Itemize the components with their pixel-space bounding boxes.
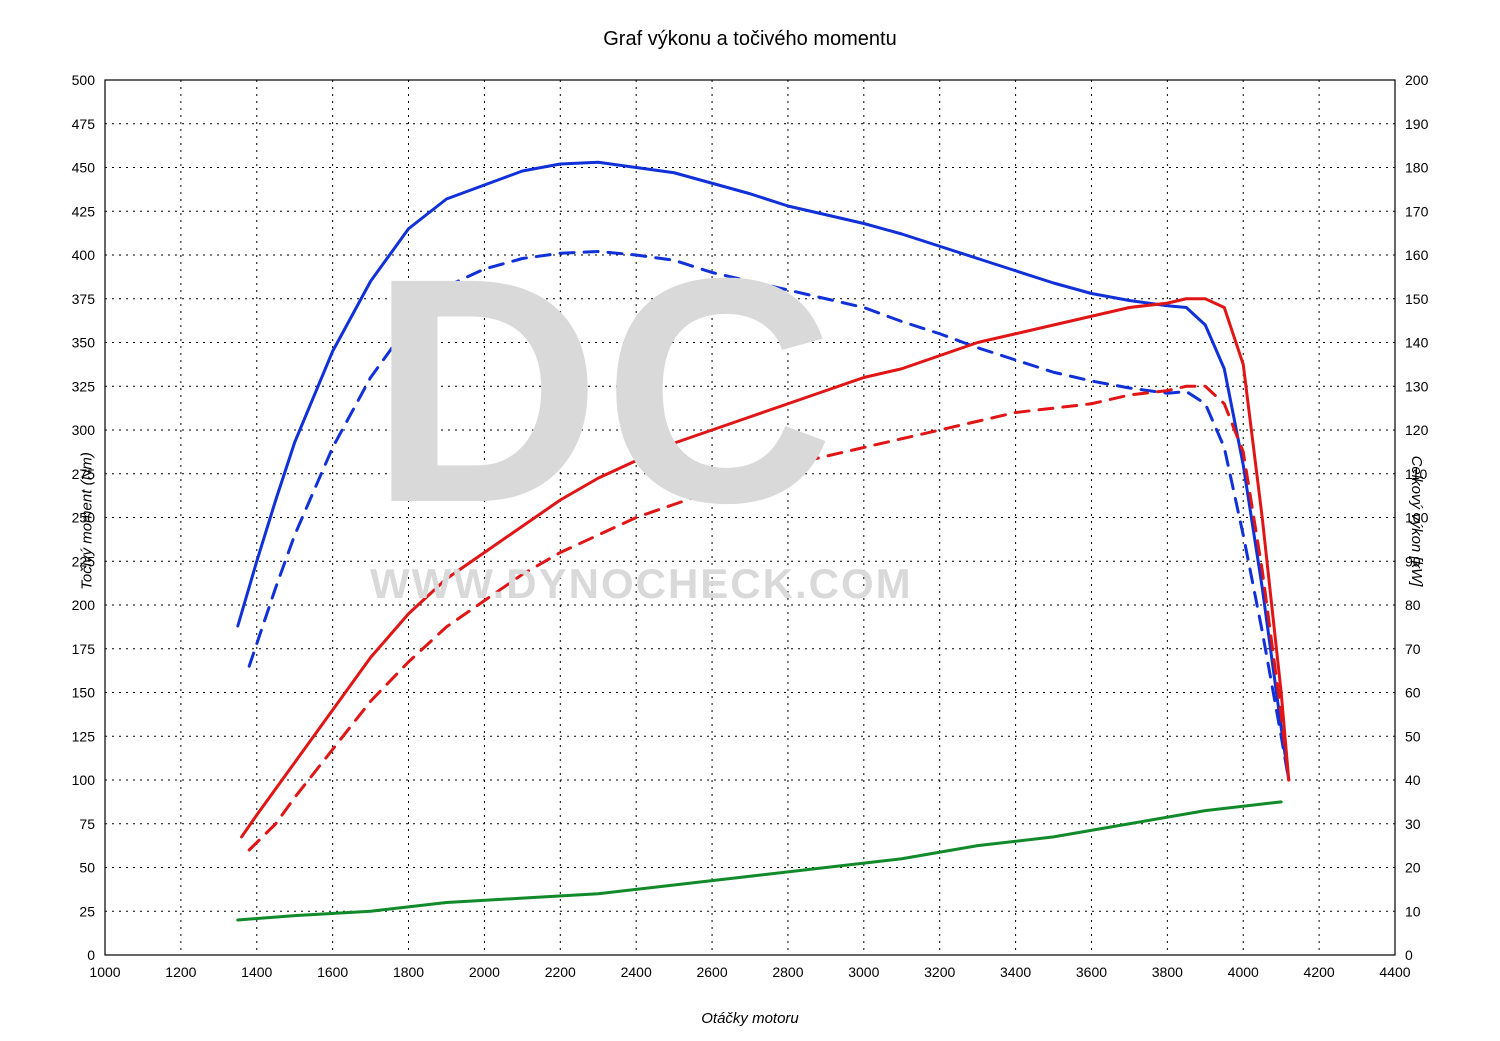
y-right-tick: 120 xyxy=(1405,422,1429,438)
y-right-tick: 0 xyxy=(1405,947,1413,963)
x-tick: 4200 xyxy=(1304,964,1335,980)
y-left-tick: 75 xyxy=(79,816,95,832)
y-right-tick: 80 xyxy=(1405,597,1421,613)
y-right-tick: 150 xyxy=(1405,291,1429,307)
x-tick: 1600 xyxy=(317,964,348,980)
y-right-tick: 170 xyxy=(1405,203,1429,219)
x-tick: 1800 xyxy=(393,964,424,980)
y-right-tick: 200 xyxy=(1405,72,1429,88)
y-axis-right-label: Celkový výkon [kW] xyxy=(1408,455,1425,586)
chart-svg: 1000120014001600180020002200240026002800… xyxy=(0,0,1500,1041)
y-left-tick: 375 xyxy=(72,291,96,307)
x-tick: 2600 xyxy=(696,964,727,980)
y-left-tick: 100 xyxy=(72,772,96,788)
y-left-tick: 300 xyxy=(72,422,96,438)
x-tick: 2000 xyxy=(469,964,500,980)
y-axis-left-label: Točivý moment (Nm) xyxy=(78,452,95,590)
y-left-tick: 25 xyxy=(79,903,95,919)
y-left-tick: 350 xyxy=(72,335,96,351)
y-left-tick: 325 xyxy=(72,378,96,394)
y-right-tick: 70 xyxy=(1405,641,1421,657)
x-tick: 3200 xyxy=(924,964,955,980)
x-tick: 2400 xyxy=(621,964,652,980)
y-left-tick: 500 xyxy=(72,72,96,88)
y-right-tick: 10 xyxy=(1405,903,1421,919)
x-tick: 3600 xyxy=(1076,964,1107,980)
x-tick: 3800 xyxy=(1152,964,1183,980)
y-right-tick: 50 xyxy=(1405,728,1421,744)
chart-title: Graf výkonu a točivého momentu xyxy=(0,28,1500,51)
x-tick: 3000 xyxy=(848,964,879,980)
x-tick: 1200 xyxy=(165,964,196,980)
x-tick: 2800 xyxy=(772,964,803,980)
y-left-tick: 400 xyxy=(72,247,96,263)
y-right-tick: 130 xyxy=(1405,378,1429,394)
x-tick: 1400 xyxy=(241,964,272,980)
y-right-tick: 30 xyxy=(1405,816,1421,832)
y-left-tick: 450 xyxy=(72,160,96,176)
y-right-tick: 60 xyxy=(1405,685,1421,701)
y-left-tick: 150 xyxy=(72,685,96,701)
y-left-tick: 475 xyxy=(72,116,96,132)
x-tick: 1000 xyxy=(89,964,120,980)
series-torque-stock xyxy=(249,252,1289,781)
x-tick: 2200 xyxy=(545,964,576,980)
y-right-tick: 140 xyxy=(1405,335,1429,351)
series-power-tuned xyxy=(242,299,1289,837)
y-left-tick: 125 xyxy=(72,728,96,744)
y-right-tick: 160 xyxy=(1405,247,1429,263)
y-right-tick: 180 xyxy=(1405,160,1429,176)
y-left-tick: 200 xyxy=(72,597,96,613)
x-tick: 3400 xyxy=(1000,964,1031,980)
x-tick: 4000 xyxy=(1228,964,1259,980)
y-right-tick: 20 xyxy=(1405,860,1421,876)
y-right-tick: 190 xyxy=(1405,116,1429,132)
dyno-chart: 1000120014001600180020002200240026002800… xyxy=(0,0,1500,1041)
y-left-tick: 0 xyxy=(87,947,95,963)
x-axis-label: Otáčky motoru xyxy=(0,1010,1500,1027)
y-left-tick: 50 xyxy=(79,860,95,876)
y-left-tick: 175 xyxy=(72,641,96,657)
y-left-tick: 425 xyxy=(72,203,96,219)
x-tick: 4400 xyxy=(1379,964,1410,980)
series-loss xyxy=(238,802,1281,920)
y-right-tick: 40 xyxy=(1405,772,1421,788)
